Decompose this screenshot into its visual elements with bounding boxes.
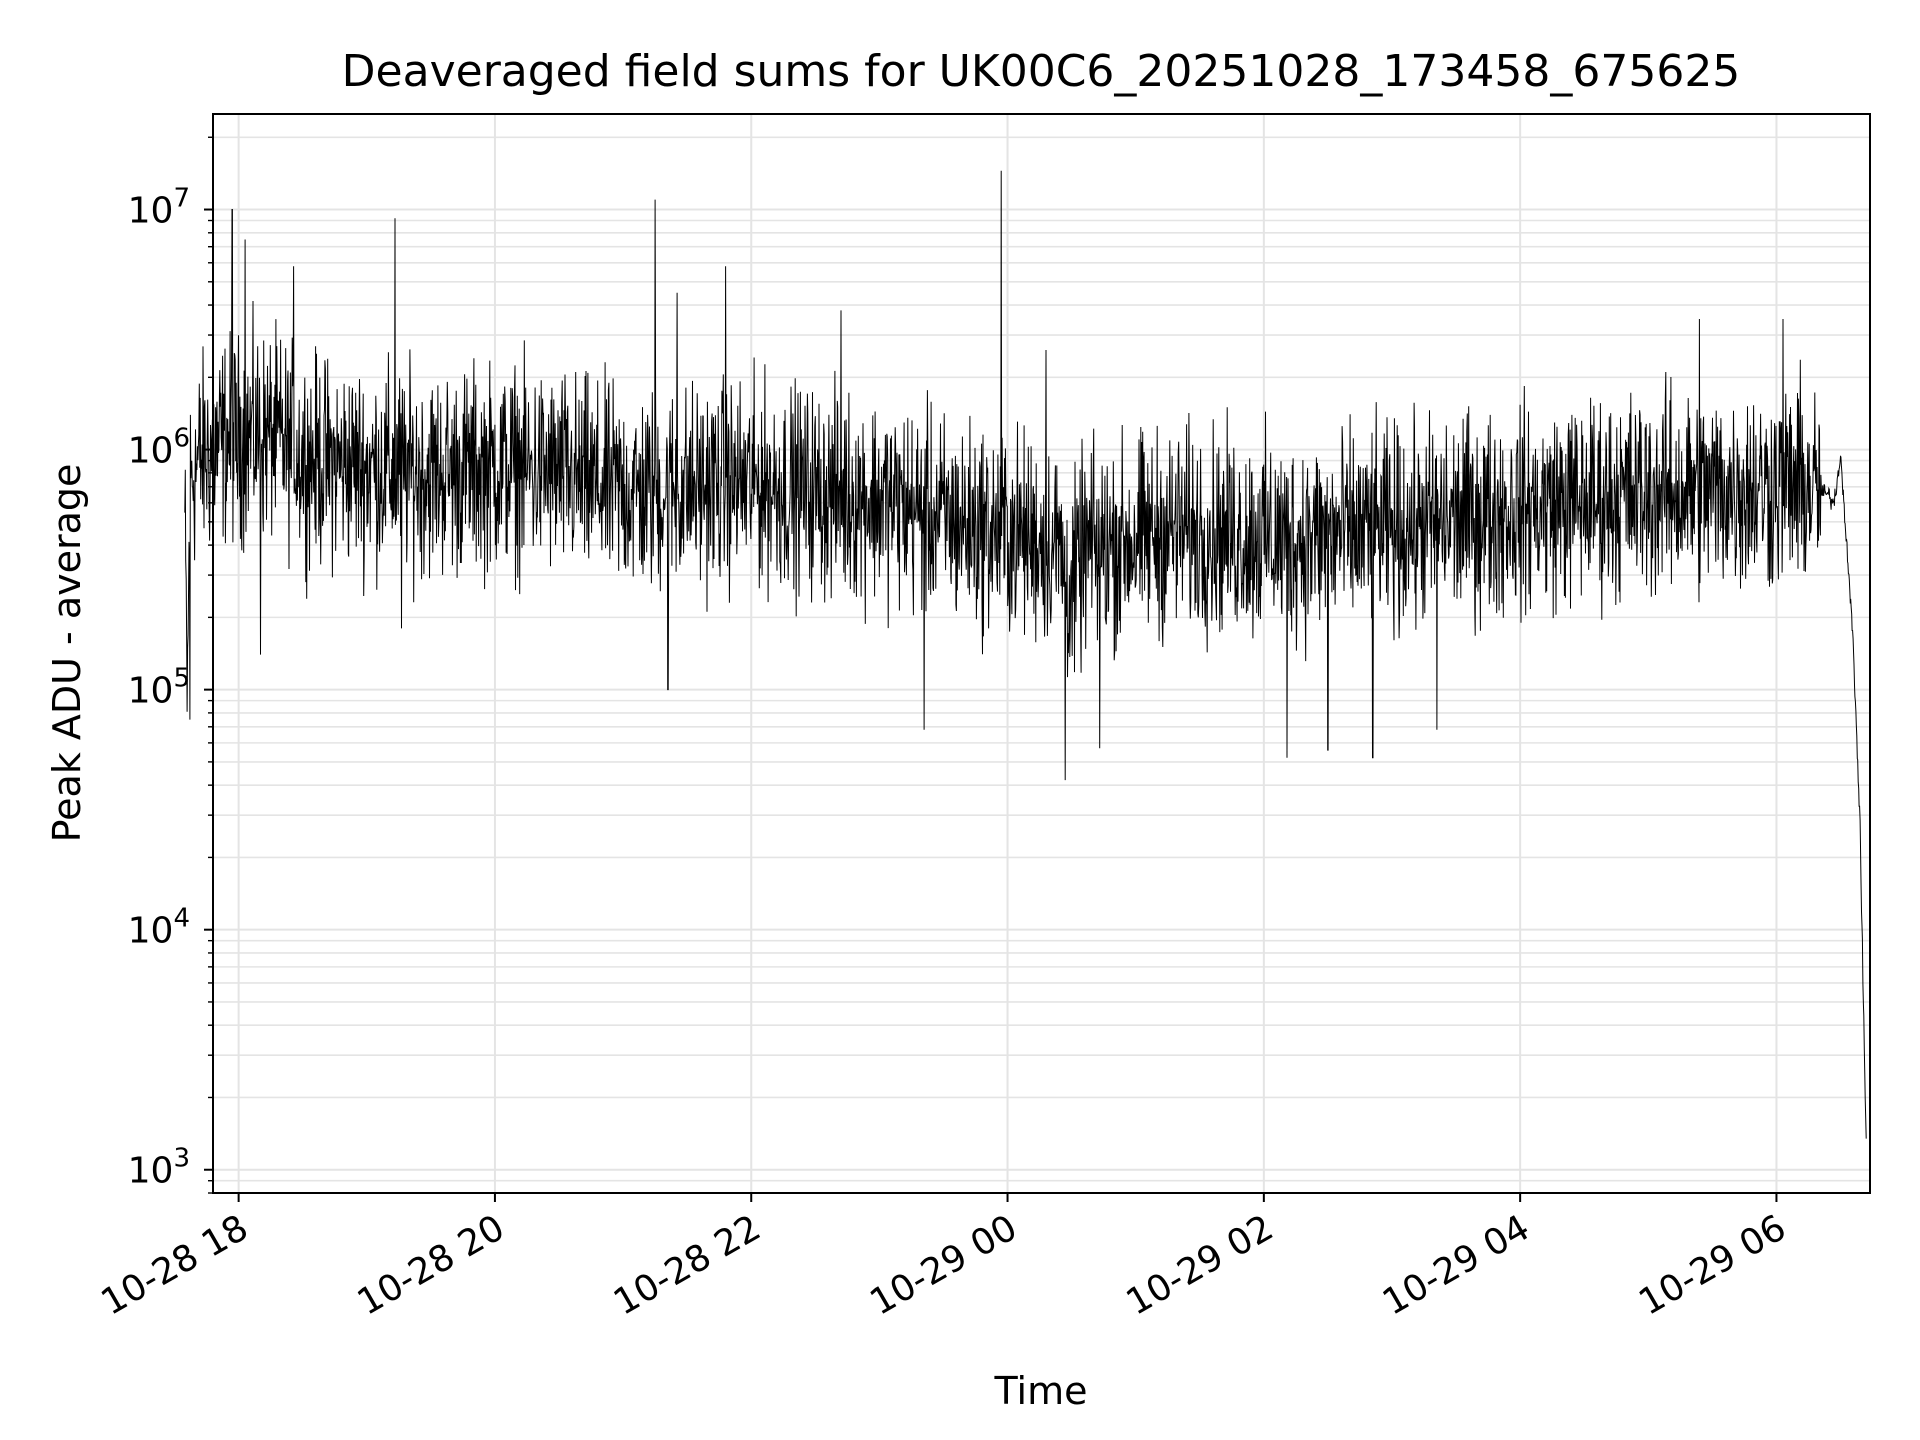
chart-title: Deaveraged field sums for UK00C6_2025102… [342,46,1741,97]
y-tick-base: 10 [128,431,174,472]
y-tick-exponent: 6 [173,424,190,454]
y-tick-exponent: 7 [173,184,190,214]
y-tick-label: 103 [128,1144,190,1192]
y-tick-label: 107 [128,184,190,232]
plot-frame [212,113,1871,1194]
y-tick-exponent: 5 [173,664,190,694]
y-tick-exponent: 4 [173,904,190,934]
y-axis-label: Peak ADU - average [45,464,89,843]
y-tick-exponent: 3 [173,1144,190,1174]
y-tick-base: 10 [128,911,174,952]
y-tick-label: 105 [128,664,190,712]
y-tick-base: 10 [128,671,174,712]
x-axis-label: Time [994,1369,1088,1413]
y-tick-label: 106 [128,424,190,472]
y-tick-base: 10 [128,191,174,232]
series-line [184,170,1867,1139]
y-tick-label: 104 [128,904,190,952]
y-tick-base: 10 [128,1151,174,1192]
